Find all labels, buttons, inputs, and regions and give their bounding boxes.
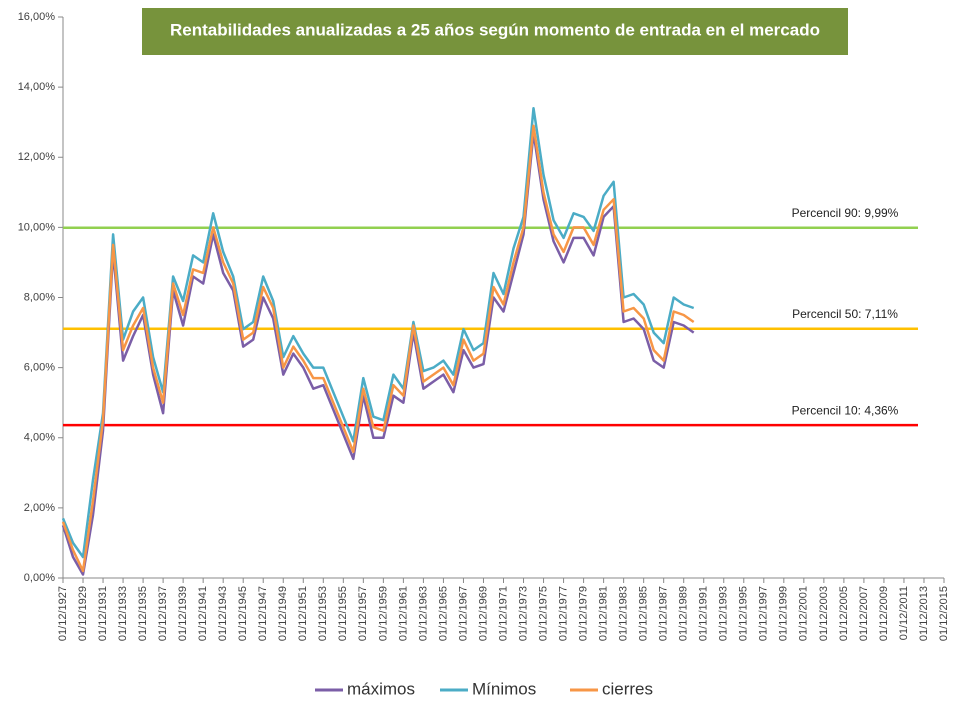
- x-tick-label: 01/12/1963: [417, 586, 429, 641]
- x-tick-label: 01/12/1999: [778, 586, 790, 641]
- x-tick-label: 01/12/1977: [557, 586, 569, 641]
- x-tick-label: 01/12/1951: [297, 586, 309, 641]
- x-tick-label: 01/12/2001: [798, 586, 810, 641]
- x-tick-label: 01/12/2003: [818, 586, 830, 641]
- x-tick-label: 01/12/1997: [758, 586, 770, 641]
- x-tick-label: 01/12/2011: [898, 586, 910, 640]
- legend-label: Mínimos: [472, 679, 536, 698]
- x-tick-label: 01/12/1929: [77, 586, 89, 641]
- x-tick-label: 01/12/1943: [217, 586, 229, 641]
- x-tick-label: 01/12/1965: [437, 586, 449, 641]
- reference-label: Percencil 90: 9,99%: [792, 206, 899, 220]
- x-tick-label: 01/12/1989: [678, 586, 690, 641]
- x-tick-label: 01/12/1955: [337, 586, 349, 641]
- x-tick-label: 01/12/1947: [257, 586, 269, 641]
- x-tick-label: 01/12/1981: [598, 586, 610, 641]
- x-tick-label: 01/12/1945: [237, 586, 249, 641]
- y-tick-label: 0,00%: [24, 572, 55, 584]
- x-tick-label: 01/12/2013: [918, 586, 930, 641]
- x-tick-label: 01/12/1933: [117, 586, 129, 641]
- x-tick-label: 01/12/1973: [517, 586, 529, 641]
- x-tick-label: 01/12/1959: [377, 586, 389, 641]
- reference-label: Percencil 10: 4,36%: [792, 403, 899, 417]
- y-tick-label: 8,00%: [24, 291, 55, 303]
- x-tick-label: 01/12/1985: [638, 586, 650, 641]
- title-box: [142, 8, 848, 55]
- x-tick-label: 01/12/1937: [157, 586, 169, 641]
- y-tick-label: 2,00%: [24, 502, 55, 514]
- x-tick-label: 01/12/1979: [577, 586, 589, 641]
- legend-label: cierres: [602, 679, 653, 698]
- x-tick-label: 01/12/1983: [618, 586, 630, 641]
- x-tick-label: 01/12/1939: [177, 586, 189, 641]
- x-tick-label: 01/12/1949: [277, 586, 289, 641]
- x-tick-label: 01/12/2007: [858, 586, 870, 641]
- x-tick-label: 01/12/1991: [698, 586, 710, 641]
- x-tick-label: 01/12/1935: [137, 586, 149, 641]
- x-tick-label: 01/12/2009: [878, 586, 890, 641]
- y-tick-label: 6,00%: [24, 362, 55, 374]
- legend-label: máximos: [347, 679, 415, 698]
- y-tick-label: 4,00%: [24, 432, 55, 444]
- y-tick-label: 16,00%: [18, 11, 56, 23]
- x-tick-label: 01/12/1957: [357, 586, 369, 641]
- x-tick-label: 01/12/1961: [397, 586, 409, 641]
- x-tick-label: 01/12/1975: [537, 586, 549, 641]
- x-tick-label: 01/12/2015: [938, 586, 950, 641]
- x-tick-label: 01/12/1995: [738, 586, 750, 641]
- y-tick-label: 14,00%: [18, 81, 56, 93]
- x-tick-label: 01/12/1931: [97, 586, 109, 641]
- x-tick-label: 01/12/1941: [197, 586, 209, 641]
- x-tick-label: 01/12/1993: [718, 586, 730, 641]
- y-tick-label: 10,00%: [18, 221, 56, 233]
- x-tick-label: 01/12/2005: [838, 586, 850, 641]
- x-tick-label: 01/12/1971: [497, 586, 509, 641]
- x-tick-label: 01/12/1953: [317, 586, 329, 641]
- x-tick-label: 01/12/1987: [658, 586, 670, 641]
- x-tick-label: 01/12/1967: [457, 586, 469, 641]
- y-tick-label: 12,00%: [18, 151, 56, 163]
- x-tick-label: 01/12/1969: [477, 586, 489, 641]
- x-tick-label: 01/12/1927: [57, 586, 69, 641]
- reference-label: Percencil 50: 7,11%: [792, 307, 898, 321]
- chart-title: Rentabilidades anualizadas a 25 años seg…: [170, 20, 820, 39]
- series-line: [61, 124, 695, 573]
